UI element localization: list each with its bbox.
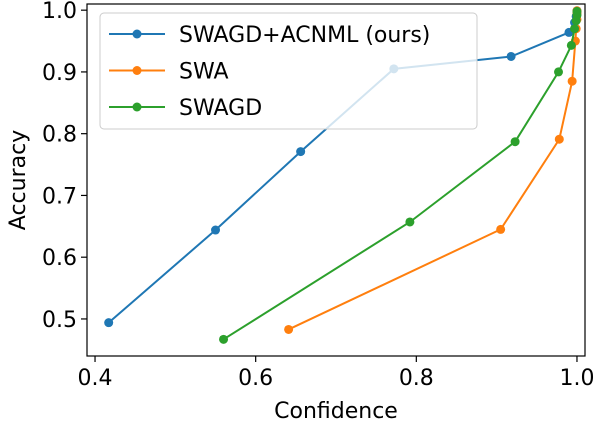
legend-item: SWAGD [109, 96, 262, 121]
y-tick-label: 0.9 [42, 61, 77, 86]
data-point [219, 334, 229, 344]
data-point [566, 40, 576, 50]
y-axis-label: Accuracy [6, 130, 31, 230]
data-point [211, 225, 221, 235]
legend-marker [132, 29, 142, 39]
data-point [510, 137, 520, 147]
x-tick-label: 0.6 [238, 366, 273, 391]
x-axis-label: Confidence [274, 399, 398, 424]
data-point [572, 6, 582, 16]
data-point [553, 67, 563, 77]
y-tick-label: 0.5 [42, 308, 77, 333]
data-point [567, 76, 577, 86]
data-point [405, 217, 415, 227]
data-point [296, 147, 306, 157]
x-tick-label: 0.8 [399, 366, 434, 391]
legend-label: SWAGD [179, 96, 262, 121]
legend-box [99, 12, 478, 130]
data-point [506, 51, 516, 61]
data-point [104, 318, 114, 328]
x-tick-label: 0.4 [78, 366, 113, 391]
data-point [554, 134, 564, 144]
axes-layer: 0.4 0.6 0.8 1.0 0.5 0.6 0.7 0.8 0.9 1.0 [42, 0, 593, 391]
legend-item: SWAGD+ACNML (ours) [109, 23, 430, 48]
data-point [496, 224, 506, 234]
data-point [284, 324, 294, 334]
axes-frame [86, 3, 586, 357]
series-2 [219, 6, 582, 344]
y-tick-label: 0.6 [42, 246, 77, 271]
series-layer [104, 6, 582, 344]
legend-marker [132, 66, 142, 75]
y-tick-label: 0.8 [42, 123, 77, 148]
y-tick-label: 0.7 [42, 184, 77, 209]
legend-label: SWA [179, 60, 229, 85]
legend-marker [132, 102, 142, 112]
legend-label: SWAGD+ACNML (ours) [179, 23, 430, 48]
legend: SWAGD+ACNML (ours) SWA SWAGD [99, 12, 478, 130]
legend-item: SWA [109, 60, 229, 85]
x-tick-label: 1.0 [559, 366, 593, 391]
data-point [570, 24, 580, 34]
y-tick-label: 1.0 [42, 0, 77, 24]
